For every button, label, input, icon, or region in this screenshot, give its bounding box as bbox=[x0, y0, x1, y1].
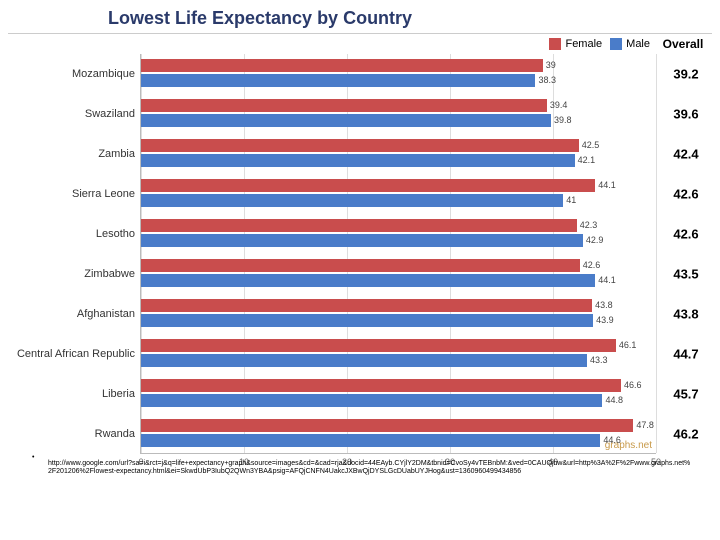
overall-value: 42.6 bbox=[662, 187, 710, 202]
bar-male-value: 43.9 bbox=[596, 314, 614, 327]
country-label: Zambia bbox=[5, 148, 135, 160]
data-row: Rwanda47.844.646.2 bbox=[141, 414, 656, 454]
bar-male: 43.3 bbox=[141, 354, 587, 367]
bar-male-value: 38.3 bbox=[538, 74, 556, 87]
overall-value: 39.6 bbox=[662, 107, 710, 122]
country-label: Lesotho bbox=[5, 228, 135, 240]
bar-male: 44.1 bbox=[141, 274, 595, 287]
country-label: Sierra Leone bbox=[5, 188, 135, 200]
data-row: Mozambique3938.339.2 bbox=[141, 54, 656, 94]
bar-female-value: 42.3 bbox=[580, 219, 598, 232]
bar-female: 42.5 bbox=[141, 139, 579, 152]
bar-female: 47.8 bbox=[141, 419, 633, 432]
data-row: Central African Republic46.143.344.7 bbox=[141, 334, 656, 374]
bar-female: 46.1 bbox=[141, 339, 616, 352]
plot-area: graphs.net 01020304050Mozambique3938.339… bbox=[140, 54, 656, 454]
legend-female-label: Female bbox=[565, 38, 602, 50]
female-swatch bbox=[549, 38, 561, 50]
bar-male-value: 41 bbox=[566, 194, 576, 207]
bar-female-value: 46.6 bbox=[624, 379, 642, 392]
country-label: Rwanda bbox=[5, 428, 135, 440]
data-row: Afghanistan43.843.943.8 bbox=[141, 294, 656, 334]
bar-female: 39 bbox=[141, 59, 543, 72]
chart-container: Lowest Life Expectancy by Country Female… bbox=[0, 0, 720, 477]
country-label: Afghanistan bbox=[5, 308, 135, 320]
overall-value: 45.7 bbox=[662, 387, 710, 402]
overall-value: 43.8 bbox=[662, 307, 710, 322]
bar-female: 46.6 bbox=[141, 379, 621, 392]
bar-male-value: 44.6 bbox=[603, 434, 621, 447]
bar-male: 38.3 bbox=[141, 74, 535, 87]
bar-male-value: 43.3 bbox=[590, 354, 608, 367]
bar-male: 44.6 bbox=[141, 434, 600, 447]
bar-male-value: 42.9 bbox=[586, 234, 604, 247]
overall-value: 44.7 bbox=[662, 347, 710, 362]
bar-male: 42.9 bbox=[141, 234, 583, 247]
bar-female: 39.4 bbox=[141, 99, 547, 112]
country-label: Liberia bbox=[5, 388, 135, 400]
bar-female-value: 47.8 bbox=[636, 419, 654, 432]
bar-male-value: 44.1 bbox=[598, 274, 616, 287]
gridline bbox=[656, 54, 657, 453]
bar-male: 44.8 bbox=[141, 394, 602, 407]
overall-value: 43.5 bbox=[662, 267, 710, 282]
bar-female-value: 42.5 bbox=[582, 139, 600, 152]
bar-female: 44.1 bbox=[141, 179, 595, 192]
legend-male: Male bbox=[610, 38, 650, 50]
data-row: Zimbabwe42.644.143.5 bbox=[141, 254, 656, 294]
overall-value: 46.2 bbox=[662, 427, 710, 442]
male-swatch bbox=[610, 38, 622, 50]
bar-female-value: 44.1 bbox=[598, 179, 616, 192]
country-label: Central African Republic bbox=[5, 348, 135, 360]
bar-female-value: 42.6 bbox=[583, 259, 601, 272]
legend-male-label: Male bbox=[626, 38, 650, 50]
data-row: Lesotho42.342.942.6 bbox=[141, 214, 656, 254]
bar-female: 42.6 bbox=[141, 259, 580, 272]
data-row: Zambia42.542.142.4 bbox=[141, 134, 656, 174]
overall-value: 42.4 bbox=[662, 147, 710, 162]
bar-male-value: 42.1 bbox=[578, 154, 596, 167]
overall-value: 42.6 bbox=[662, 227, 710, 242]
bar-female-value: 43.8 bbox=[595, 299, 613, 312]
bar-male: 42.1 bbox=[141, 154, 575, 167]
bar-male: 41 bbox=[141, 194, 563, 207]
bar-female: 43.8 bbox=[141, 299, 592, 312]
bar-female-value: 46.1 bbox=[619, 339, 637, 352]
overall-header: Overall bbox=[658, 37, 708, 51]
country-label: Swaziland bbox=[5, 108, 135, 120]
country-label: Mozambique bbox=[5, 68, 135, 80]
data-row: Liberia46.644.845.7 bbox=[141, 374, 656, 414]
bar-male-value: 44.8 bbox=[605, 394, 623, 407]
data-row: Swaziland39.439.839.6 bbox=[141, 94, 656, 134]
bar-female-value: 39.4 bbox=[550, 99, 568, 112]
country-label: Zimbabwe bbox=[5, 268, 135, 280]
legend-row: Female Male Overall bbox=[8, 34, 712, 54]
bar-male: 39.8 bbox=[141, 114, 551, 127]
chart-title: Lowest Life Expectancy by Country bbox=[8, 4, 712, 34]
bar-male-value: 39.8 bbox=[554, 114, 572, 127]
credit-url: http://www.google.com/url?sa=i&rct=j&q=l… bbox=[8, 454, 712, 477]
credit-bullet: • bbox=[32, 454, 34, 461]
data-row: Sierra Leone44.14142.6 bbox=[141, 174, 656, 214]
overall-value: 39.2 bbox=[662, 67, 710, 82]
bar-female: 42.3 bbox=[141, 219, 577, 232]
bar-female-value: 39 bbox=[546, 59, 556, 72]
legend-female: Female bbox=[549, 38, 602, 50]
bar-male: 43.9 bbox=[141, 314, 593, 327]
